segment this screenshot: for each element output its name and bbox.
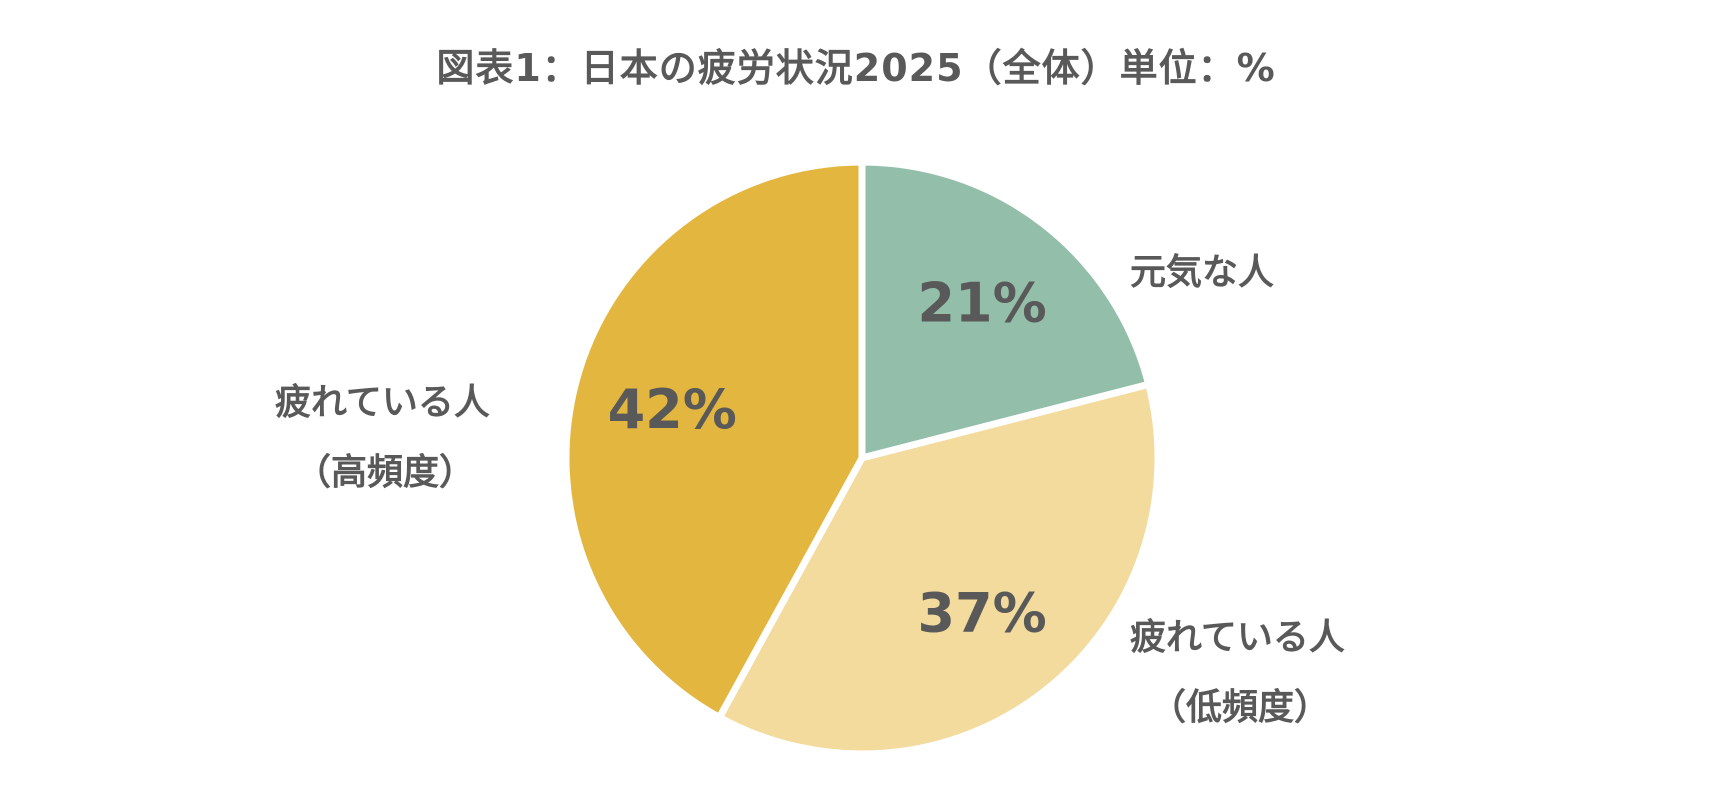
slice-value-genki: 21% [917,272,1046,335]
slice-label-tsukare-high: 疲れている人 （高頻度） [275,368,490,508]
pie-slices [562,158,1162,758]
slice-value-tsukare-high: 42% [608,378,737,441]
slice-label-line: （低頻度） [1150,687,1331,728]
slice-label-genki: 元気な人 [1130,238,1274,308]
chart-title: 図表1：日本の疲労状況2025（全体）単位：% [436,46,1276,90]
pie-slice-tsukare-high [562,158,866,721]
slice-label-line: 元気な人 [1130,252,1275,293]
slice-label-tsukare-low: 疲れている人 （低頻度） [1130,603,1345,743]
slice-label-line: （高頻度） [295,452,476,493]
slice-value-tsukare-low: 37% [917,581,1046,644]
pie-slice-genki [858,158,1153,462]
pie-value-labels: 21% 37% 42% [608,272,1047,645]
slice-label-line: 疲れている人 [275,382,490,423]
slice-label-line: 疲れている人 [1130,617,1345,658]
pie-slice-tsukare-low [715,380,1162,758]
